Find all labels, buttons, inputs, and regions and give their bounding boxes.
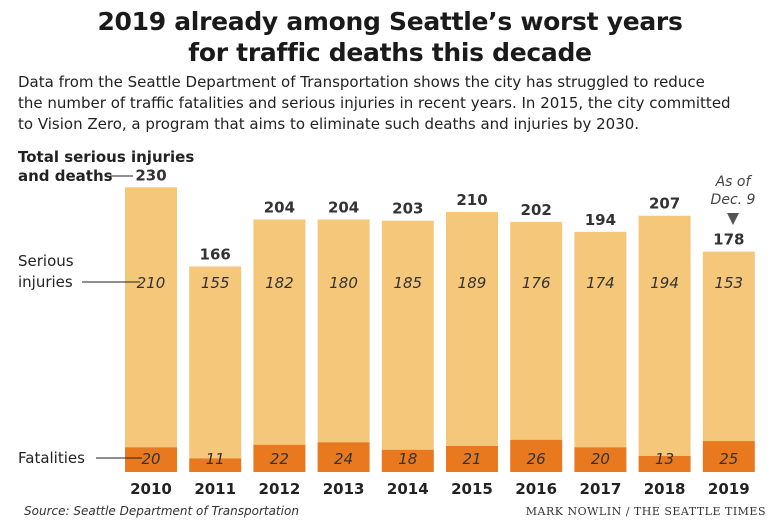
bar-fatalities	[381, 449, 434, 472]
year-tick-label: 2013	[323, 480, 365, 498]
title-line: for traffic deaths this decade	[188, 38, 592, 67]
bar-serious-injuries	[189, 266, 242, 459]
total-label-line1: Total serious injuries	[18, 148, 194, 166]
bar-fatalities	[189, 458, 242, 472]
subtitle-line: to Vision Zero, a program that aims to e…	[18, 115, 640, 133]
bar-fatalities	[446, 446, 498, 472]
fatalities-value-label: 20	[141, 450, 160, 468]
bar-serious-injuries	[446, 212, 498, 447]
injuries-label-line1: Serious	[18, 252, 74, 270]
total-value-label: 202	[521, 201, 552, 219]
source-note: Source: Seattle Department of Transporta…	[24, 504, 299, 518]
bars-group: 210 20 230 2010 155 11 166 2011 182 22 204 2012 180 2…	[125, 166, 755, 498]
year-tick-label: 2010	[130, 480, 172, 498]
bar-serious-injuries	[702, 251, 755, 442]
fatalities-value-label: 25	[719, 450, 738, 468]
chart-subtitle: Data from the Seattle Department of Tran…	[18, 72, 768, 135]
bar-serious-injuries	[317, 219, 370, 443]
injuries-label-line2: injuries	[18, 273, 73, 291]
year-tick-label: 2017	[580, 480, 622, 498]
bar-fatalities	[574, 447, 627, 472]
injuries-value-label: 194	[650, 274, 679, 292]
year-tick-label: 2011	[194, 480, 236, 498]
total-value-label: 230	[135, 166, 166, 184]
bar-serious-injuries	[638, 215, 691, 456]
injuries-value-label: 182	[265, 274, 294, 292]
fatalities-value-label: 24	[334, 450, 353, 468]
bar-serious-injuries	[253, 219, 306, 445]
fatalities-value-label: 11	[206, 450, 225, 468]
total-value-label: 204	[328, 198, 359, 216]
down-arrow-icon	[727, 213, 739, 225]
bar-fatalities	[638, 455, 691, 472]
total-value-label: 178	[713, 231, 744, 249]
total-value-label: 194	[585, 211, 616, 229]
fatalities-value-label: 21	[462, 450, 481, 468]
bar-serious-injuries	[125, 187, 177, 448]
bar-fatalities	[510, 439, 563, 472]
total-value-label: 203	[392, 200, 423, 218]
year-tick-label: 2019	[708, 480, 750, 498]
injuries-value-label: 155	[201, 274, 230, 292]
bar-fatalities	[253, 444, 306, 472]
fatalities-value-label: 20	[591, 450, 610, 468]
credit-line: MARK NOWLIN / THE SEATTLE TIMES	[525, 505, 766, 518]
bar-fatalities	[317, 442, 370, 472]
fatalities-label: Fatalities	[18, 449, 85, 467]
year-tick-label: 2014	[387, 480, 429, 498]
total-value-label: 166	[200, 245, 231, 263]
as-of-note: As of Dec. 9	[711, 174, 756, 225]
fatalities-value-label: 18	[398, 450, 417, 468]
fatalities-value-label: 26	[527, 450, 546, 468]
injuries-value-label: 189	[458, 274, 487, 292]
injuries-value-label: 180	[329, 274, 358, 292]
total-label-line2: and deaths	[18, 167, 113, 185]
injuries-value-label: 153	[714, 274, 743, 292]
bar-serious-injuries	[574, 231, 627, 448]
bar-serious-injuries	[510, 221, 563, 440]
bar-fatalities	[702, 441, 755, 472]
total-value-label: 207	[649, 195, 680, 213]
bar-fatalities	[125, 447, 177, 472]
fatalities-value-label: 13	[655, 450, 674, 468]
total-value-label: 204	[264, 198, 295, 216]
chart-title: 2019 already among Seattle’s worst years…	[0, 6, 780, 68]
subtitle-line: the number of traffic fatalities and ser…	[18, 94, 731, 112]
subtitle-line: Data from the Seattle Department of Tran…	[18, 73, 705, 91]
title-line: 2019 already among Seattle’s worst years	[97, 7, 683, 36]
year-tick-label: 2016	[515, 480, 557, 498]
injuries-value-label: 174	[586, 274, 615, 292]
bar-serious-injuries	[381, 220, 434, 450]
year-tick-label: 2018	[644, 480, 686, 498]
note-line1: As of	[715, 174, 753, 190]
total-value-label: 210	[456, 191, 487, 209]
side-labels: Total serious injuries and deaths Seriou…	[18, 148, 194, 467]
injuries-value-label: 185	[393, 274, 422, 292]
year-tick-label: 2012	[259, 480, 301, 498]
injuries-value-label: 176	[522, 274, 551, 292]
fatalities-value-label: 22	[270, 450, 289, 468]
injuries-value-label: 210	[137, 274, 166, 292]
note-line2: Dec. 9	[711, 192, 756, 208]
year-tick-label: 2015	[451, 480, 493, 498]
